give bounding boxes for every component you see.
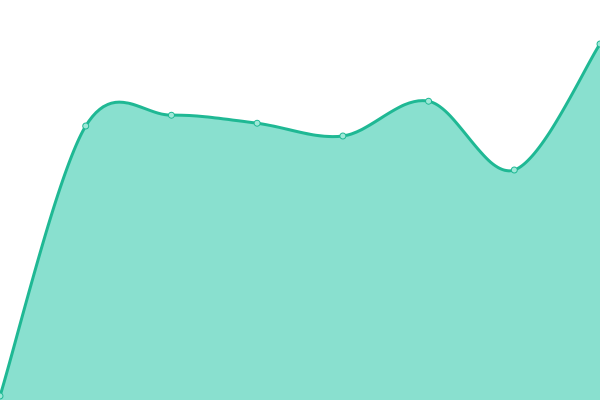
series-line <box>0 43 600 397</box>
data-point-5 <box>425 97 433 105</box>
data-point-6 <box>510 166 518 174</box>
data-point-0 <box>0 392 4 400</box>
data-markers <box>0 40 600 400</box>
data-point-4 <box>339 132 347 140</box>
data-point-1 <box>82 122 90 130</box>
data-point-7 <box>596 40 600 48</box>
data-point-3 <box>253 119 261 127</box>
area-fill <box>0 44 600 400</box>
data-point-2 <box>167 111 175 119</box>
